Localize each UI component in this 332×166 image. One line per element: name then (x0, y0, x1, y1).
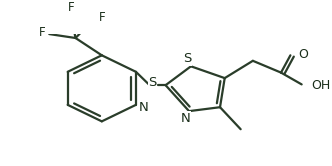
Text: N: N (180, 112, 190, 125)
Text: OH: OH (311, 80, 330, 92)
Text: F: F (99, 11, 105, 24)
Text: F: F (67, 1, 74, 14)
Text: O: O (298, 48, 308, 61)
Text: S: S (148, 76, 157, 89)
Text: F: F (40, 26, 46, 39)
Text: S: S (183, 52, 191, 65)
Text: N: N (138, 101, 148, 114)
